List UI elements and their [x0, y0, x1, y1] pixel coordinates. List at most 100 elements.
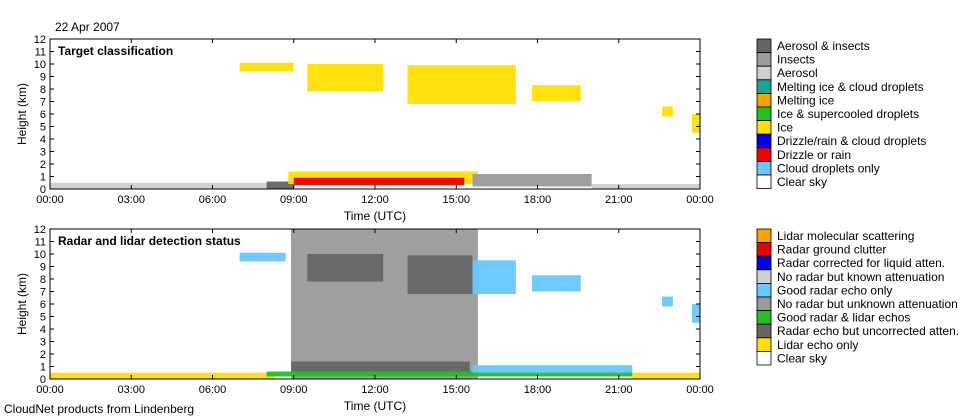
legend-label: Radar corrected for liquid atten.	[777, 256, 945, 270]
y-tick-label: 2	[40, 159, 46, 171]
y-tick-label: 4	[40, 324, 46, 336]
region-0-9	[532, 85, 581, 102]
y-tick-label: 6	[40, 299, 46, 311]
legend-label: Cloud droplets only	[777, 161, 880, 175]
legend-label: Ice & supercooled droplets	[777, 107, 919, 121]
region-0-7	[307, 64, 384, 92]
x-tick-label: 21:00	[605, 384, 633, 396]
region-0-11	[691, 114, 700, 133]
legend-swatch	[756, 160, 772, 176]
x-axis-label: Time (UTC)	[344, 209, 406, 223]
y-tick-label: 1	[40, 362, 46, 374]
region-1-6	[239, 252, 286, 262]
y-tick-label: 12	[34, 224, 46, 236]
x-tick-label: 03:00	[117, 194, 145, 206]
y-tick-label: 8	[40, 84, 46, 96]
region-1-4	[472, 365, 633, 373]
legend-swatch	[756, 120, 772, 135]
y-tick-label: 10	[34, 59, 46, 71]
region-1-0	[50, 372, 275, 379]
legend-swatch	[756, 323, 772, 339]
x-tick-label: 03:00	[117, 384, 145, 396]
legend-label: No radar but known attenuation	[777, 270, 944, 284]
x-tick-label: 06:00	[199, 194, 227, 206]
data-regions	[50, 229, 700, 379]
region-1-9	[472, 260, 516, 294]
legend-swatch	[756, 133, 772, 149]
x-tick-label: 15:00	[442, 194, 470, 206]
legend-swatch	[756, 52, 772, 67]
y-tick-label: 1	[40, 172, 46, 184]
y-tick-label: 7	[40, 97, 46, 109]
legend-swatch	[756, 106, 772, 122]
x-tick-label: 18:00	[524, 384, 552, 396]
y-tick-label: 5	[40, 122, 46, 134]
region-0-6	[239, 62, 294, 72]
legend-label: Clear sky	[777, 175, 827, 189]
legend-swatch	[756, 147, 772, 162]
legend-swatch	[756, 242, 772, 257]
region-0-4	[472, 174, 592, 187]
x-tick-label: 06:00	[199, 384, 227, 396]
y-tick-label: 3	[40, 147, 46, 159]
x-tick-label: 00:00	[36, 194, 64, 206]
y-tick-label: 4	[40, 134, 46, 146]
data-regions	[50, 62, 700, 189]
legend-label: Clear sky	[777, 351, 827, 365]
x-tick-label: 00:00	[686, 194, 714, 206]
legend-label: Radar ground clutter	[777, 243, 886, 257]
legend-swatch	[756, 93, 772, 108]
legend-swatch	[756, 79, 772, 94]
legend-swatch	[756, 282, 772, 298]
x-tick-label: 15:00	[442, 384, 470, 396]
region-0-0	[50, 182, 275, 189]
x-axis-label: Time (UTC)	[344, 399, 406, 413]
plot-area	[50, 39, 700, 189]
x-tick-label: 12:00	[361, 384, 389, 396]
legend-swatch	[756, 65, 772, 81]
legend-swatch	[756, 269, 772, 284]
legend-label: Lidar echo only	[777, 338, 858, 352]
y-tick-label: 10	[34, 249, 46, 261]
y-tick-label: 11	[35, 237, 46, 249]
legend-label: Good radar & lidar echos	[777, 311, 910, 325]
legend-swatch	[756, 38, 772, 54]
legend-label: Lidar molecular scattering	[777, 229, 914, 243]
legend-label: Insects	[777, 53, 815, 67]
region-1-2	[291, 361, 470, 374]
y-tick-label: 8	[40, 274, 46, 286]
y-tick-label: 2	[40, 349, 46, 361]
region-1-1	[291, 229, 478, 379]
x-tick-label: 09:00	[280, 384, 308, 396]
y-tick-label: 0	[40, 374, 46, 386]
region-0-1	[266, 181, 294, 189]
y-axis-label: Height (km)	[15, 83, 29, 145]
date-label: 22 Apr 2007	[55, 20, 120, 34]
footer-credit: CloudNet products from Lindenberg	[4, 402, 195, 416]
legend-label: No radar but unknown attenuation	[777, 297, 958, 311]
region-1-7	[307, 254, 384, 282]
legend-label: Melting ice	[777, 93, 835, 107]
legend-swatch	[756, 228, 772, 244]
y-tick-label: 9	[40, 72, 46, 84]
y-tick-label: 5	[40, 312, 46, 324]
legend-label: Radar echo but uncorrected atten.	[777, 324, 959, 338]
legend-label: Drizzle or rain	[777, 148, 851, 162]
legend-label: Melting ice & cloud droplets	[777, 80, 924, 94]
region-0-10	[662, 106, 673, 117]
x-tick-label: 12:00	[361, 194, 389, 206]
x-tick-label: 00:00	[36, 384, 64, 396]
region-1-3	[266, 371, 633, 377]
y-axis-label: Height (km)	[15, 273, 29, 335]
x-tick-label: 09:00	[280, 194, 308, 206]
legend-swatch	[756, 350, 772, 366]
legend-swatch	[756, 296, 772, 312]
x-tick-label: 18:00	[524, 194, 552, 206]
legend-label: Drizzle/rain & cloud droplets	[777, 134, 926, 148]
legend-label: Aerosol & insects	[777, 39, 870, 53]
y-tick-label: 9	[40, 262, 46, 274]
region-0-5	[591, 184, 700, 189]
legend-swatch	[756, 337, 772, 352]
region-0-3	[293, 177, 465, 186]
